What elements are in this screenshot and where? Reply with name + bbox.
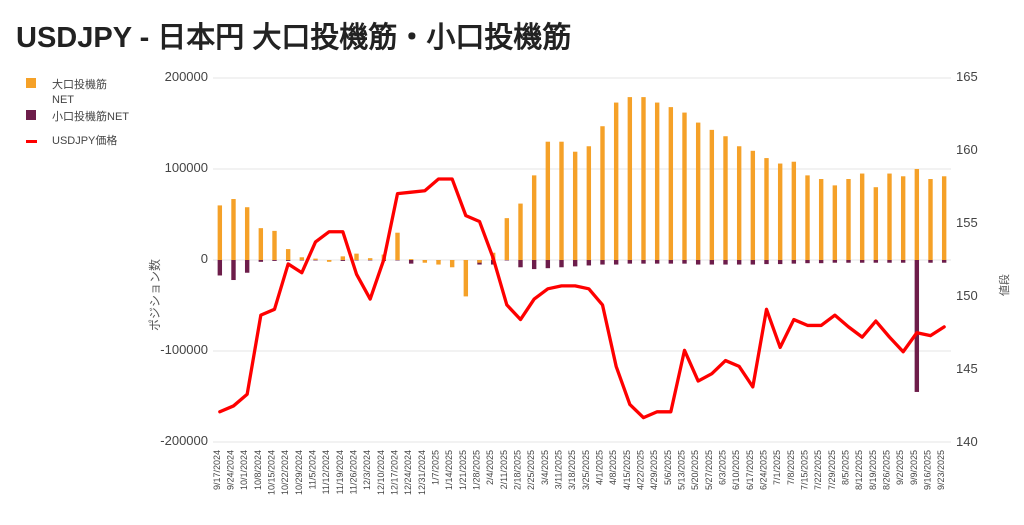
svg-text:8/19/2025: 8/19/2025 <box>868 450 878 490</box>
svg-text:5/6/2025: 5/6/2025 <box>663 450 673 485</box>
svg-text:6/3/2025: 6/3/2025 <box>718 450 728 485</box>
svg-text:10/22/2024: 10/22/2024 <box>280 450 290 495</box>
svg-text:10/8/2024: 10/8/2024 <box>253 450 263 490</box>
svg-text:100000: 100000 <box>165 160 208 175</box>
svg-text:165: 165 <box>956 69 978 84</box>
svg-text:12/10/2024: 12/10/2024 <box>376 450 386 495</box>
svg-text:5/20/2025: 5/20/2025 <box>690 450 700 490</box>
svg-text:4/8/2025: 4/8/2025 <box>608 450 618 485</box>
svg-text:-100000: -100000 <box>160 342 208 357</box>
svg-text:9/9/2025: 9/9/2025 <box>909 450 919 485</box>
svg-text:9/2/2025: 9/2/2025 <box>895 450 905 485</box>
svg-text:3/18/2025: 3/18/2025 <box>567 450 577 490</box>
svg-text:5/27/2025: 5/27/2025 <box>704 450 714 490</box>
svg-text:8/5/2025: 8/5/2025 <box>841 450 851 485</box>
svg-text:145: 145 <box>956 361 978 376</box>
svg-text:1/21/2025: 1/21/2025 <box>458 450 468 490</box>
svg-text:11/19/2024: 11/19/2024 <box>335 450 345 494</box>
svg-text:140: 140 <box>956 434 978 449</box>
svg-text:6/17/2025: 6/17/2025 <box>745 450 755 490</box>
svg-text:200000: 200000 <box>165 69 208 84</box>
svg-text:4/15/2025: 4/15/2025 <box>622 450 632 490</box>
svg-text:4/22/2025: 4/22/2025 <box>636 450 646 490</box>
svg-text:9/24/2024: 9/24/2024 <box>226 450 236 490</box>
svg-text:12/31/2024: 12/31/2024 <box>417 450 427 495</box>
svg-text:10/15/2024: 10/15/2024 <box>267 450 277 495</box>
svg-text:9/23/2025: 9/23/2025 <box>936 450 946 490</box>
svg-text:10/1/2024: 10/1/2024 <box>239 450 249 490</box>
svg-text:11/12/2024: 11/12/2024 <box>321 450 331 494</box>
svg-text:12/3/2024: 12/3/2024 <box>362 450 372 490</box>
svg-text:12/24/2024: 12/24/2024 <box>403 450 413 495</box>
svg-text:2/11/2025: 2/11/2025 <box>499 450 509 489</box>
svg-text:7/1/2025: 7/1/2025 <box>772 450 782 485</box>
svg-text:155: 155 <box>956 215 978 230</box>
svg-text:11/5/2024: 11/5/2024 <box>308 450 318 489</box>
svg-text:7/22/2025: 7/22/2025 <box>813 450 823 490</box>
svg-text:1/14/2025: 1/14/2025 <box>444 450 454 490</box>
svg-text:6/10/2025: 6/10/2025 <box>731 450 741 490</box>
svg-text:11/26/2024: 11/26/2024 <box>349 450 359 494</box>
svg-text:8/12/2025: 8/12/2025 <box>854 450 864 490</box>
svg-text:7/29/2025: 7/29/2025 <box>827 450 837 490</box>
svg-text:3/11/2025: 3/11/2025 <box>554 450 564 489</box>
svg-text:-200000: -200000 <box>160 433 208 448</box>
svg-text:8/26/2025: 8/26/2025 <box>882 450 892 490</box>
svg-text:2/25/2025: 2/25/2025 <box>526 450 536 490</box>
svg-text:1/7/2025: 1/7/2025 <box>431 450 441 485</box>
svg-text:10/29/2024: 10/29/2024 <box>294 450 304 495</box>
svg-text:5/13/2025: 5/13/2025 <box>677 450 687 490</box>
svg-text:7/8/2025: 7/8/2025 <box>786 450 796 485</box>
svg-text:150: 150 <box>956 288 978 303</box>
svg-text:160: 160 <box>956 142 978 157</box>
svg-text:6/24/2025: 6/24/2025 <box>759 450 769 490</box>
svg-text:2/4/2025: 2/4/2025 <box>485 450 495 485</box>
svg-text:2/18/2025: 2/18/2025 <box>513 450 523 490</box>
svg-text:1/28/2025: 1/28/2025 <box>472 450 482 490</box>
svg-text:9/16/2025: 9/16/2025 <box>923 450 933 490</box>
svg-text:3/25/2025: 3/25/2025 <box>581 450 591 490</box>
svg-text:9/17/2024: 9/17/2024 <box>212 450 222 490</box>
svg-text:12/17/2024: 12/17/2024 <box>390 450 400 495</box>
svg-text:4/1/2025: 4/1/2025 <box>595 450 605 485</box>
svg-text:4/29/2025: 4/29/2025 <box>649 450 659 490</box>
svg-text:3/4/2025: 3/4/2025 <box>540 450 550 485</box>
svg-text:0: 0 <box>201 251 208 266</box>
svg-text:7/15/2025: 7/15/2025 <box>800 450 810 490</box>
